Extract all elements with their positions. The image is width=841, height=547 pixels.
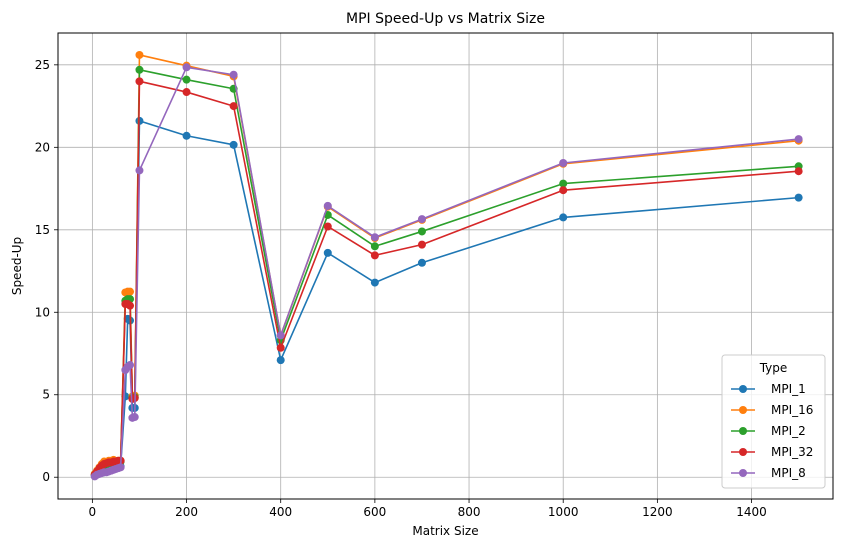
data-point-mpi-8 bbox=[276, 331, 285, 340]
data-point-mpi-32 bbox=[182, 88, 191, 97]
data-point-mpi-1 bbox=[323, 248, 332, 257]
legend-swatch-marker bbox=[739, 448, 747, 456]
x-tick-label: 1200 bbox=[642, 505, 673, 519]
x-tick-label: 600 bbox=[363, 505, 386, 519]
data-point-mpi-8 bbox=[417, 215, 426, 224]
axis-ticks: 0 200 400 600 800 1000 1200 1400 0 5 10 15 20 25 bbox=[35, 58, 767, 519]
legend-label: MPI_16 bbox=[771, 403, 813, 417]
grid bbox=[58, 33, 833, 499]
data-point-mpi-8 bbox=[370, 233, 379, 242]
data-point-mpi-1 bbox=[417, 258, 426, 267]
data-point-mpi-32 bbox=[229, 102, 238, 111]
x-tick-label: 1000 bbox=[548, 505, 579, 519]
legend-entry-mpi-16: MPI_16 bbox=[731, 403, 813, 417]
legend-swatch-marker bbox=[739, 427, 747, 435]
data-point-mpi-1 bbox=[276, 356, 285, 365]
legend-swatch-marker bbox=[739, 469, 747, 477]
data-point-mpi-16 bbox=[126, 287, 135, 296]
data-point-mpi-8 bbox=[559, 158, 568, 167]
series-mpi-8 bbox=[90, 63, 803, 481]
series-layer bbox=[90, 50, 803, 481]
y-tick-label: 25 bbox=[35, 58, 50, 72]
data-point-mpi-2 bbox=[370, 242, 379, 251]
x-tick-label: 400 bbox=[269, 505, 292, 519]
y-axis-label: Speed-Up bbox=[10, 237, 24, 295]
data-point-mpi-1 bbox=[559, 213, 568, 222]
data-point-mpi-16 bbox=[135, 50, 144, 59]
x-axis-label: Matrix Size bbox=[412, 524, 478, 538]
data-point-mpi-32 bbox=[794, 167, 803, 176]
data-point-mpi-1 bbox=[182, 131, 191, 140]
series-mpi-32 bbox=[90, 77, 803, 479]
y-tick-label: 10 bbox=[35, 305, 50, 319]
x-tick-label: 0 bbox=[89, 505, 97, 519]
data-point-mpi-2 bbox=[182, 75, 191, 84]
y-tick-label: 15 bbox=[35, 223, 50, 237]
data-point-mpi-8 bbox=[135, 166, 144, 175]
data-point-mpi-8 bbox=[229, 70, 238, 79]
legend-title: Type bbox=[759, 361, 788, 375]
legend-swatch-marker bbox=[739, 406, 747, 414]
data-point-mpi-2 bbox=[559, 179, 568, 188]
plot-frame bbox=[57, 32, 834, 500]
legend-swatch-marker bbox=[739, 385, 747, 393]
x-tick-label: 200 bbox=[175, 505, 198, 519]
legend-label: MPI_32 bbox=[771, 445, 813, 459]
legend-label: MPI_2 bbox=[771, 424, 806, 438]
y-tick-label: 20 bbox=[35, 140, 50, 154]
legend-label: MPI_1 bbox=[771, 382, 806, 396]
data-point-mpi-32 bbox=[135, 77, 144, 86]
data-point-mpi-1 bbox=[229, 140, 238, 149]
data-point-mpi-32 bbox=[370, 251, 379, 260]
legend: Type MPI_1 MPI_16 MPI_2 MPI_32 MPI_8 bbox=[721, 354, 826, 489]
data-point-mpi-8 bbox=[182, 63, 191, 72]
legend-entry-mpi-32: MPI_32 bbox=[731, 445, 813, 459]
y-tick-label: 0 bbox=[42, 470, 50, 484]
data-point-mpi-32 bbox=[417, 240, 426, 249]
data-point-mpi-1 bbox=[370, 278, 379, 287]
data-point-mpi-32 bbox=[559, 186, 568, 195]
data-point-mpi-32 bbox=[323, 222, 332, 231]
chart-title: MPI Speed-Up vs Matrix Size bbox=[346, 11, 545, 27]
data-point-mpi-2 bbox=[135, 65, 144, 74]
x-tick-label: 800 bbox=[458, 505, 481, 519]
data-point-mpi-8 bbox=[116, 463, 125, 472]
data-point-mpi-8 bbox=[126, 361, 135, 370]
data-point-mpi-32 bbox=[126, 301, 135, 310]
legend-entry-mpi-2: MPI_2 bbox=[731, 424, 806, 438]
legend-label: MPI_8 bbox=[771, 466, 806, 480]
data-point-mpi-8 bbox=[794, 135, 803, 144]
legend-entries: MPI_1 MPI_16 MPI_2 MPI_32 MPI_8 bbox=[731, 382, 813, 480]
data-point-mpi-32 bbox=[276, 343, 285, 352]
data-point-mpi-8 bbox=[130, 413, 139, 422]
data-point-mpi-8 bbox=[323, 201, 332, 210]
legend-entry-mpi-8: MPI_8 bbox=[731, 466, 806, 480]
data-point-mpi-2 bbox=[417, 227, 426, 236]
legend-entry-mpi-1: MPI_1 bbox=[731, 382, 806, 396]
x-tick-label: 1400 bbox=[736, 505, 767, 519]
y-tick-label: 5 bbox=[42, 388, 50, 402]
data-point-mpi-1 bbox=[794, 193, 803, 202]
